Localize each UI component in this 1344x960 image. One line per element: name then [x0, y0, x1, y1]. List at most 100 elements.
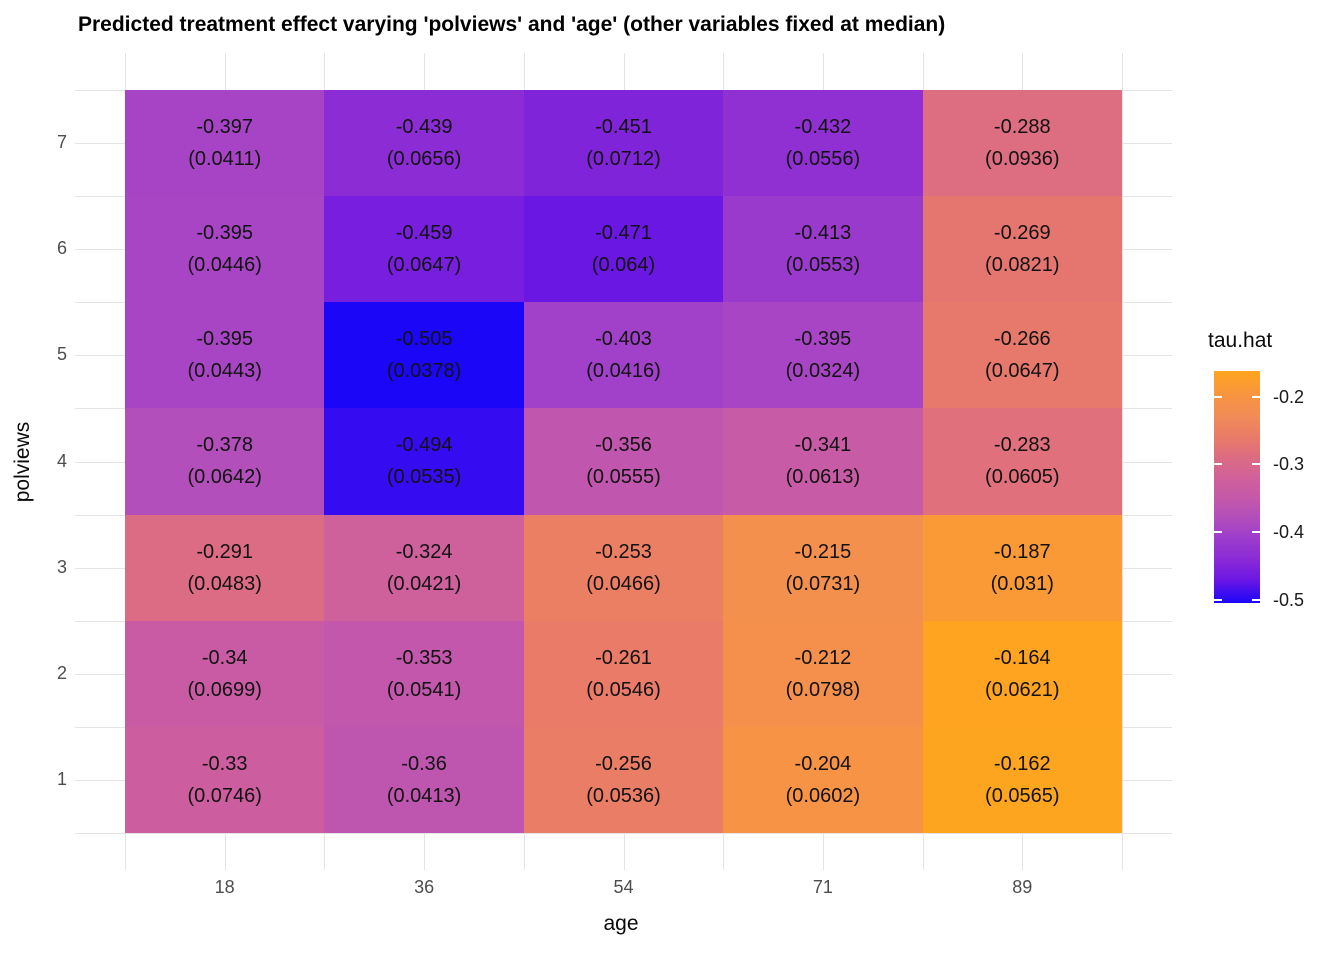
heatmap-cell: -0.34 (0.0699): [125, 620, 325, 727]
cell-estimate: -0.356: [595, 434, 652, 457]
heatmap-cell: -0.451 (0.0712): [523, 90, 724, 197]
cell-estimate: -0.33: [201, 752, 248, 775]
legend-tick-label: -0.5: [1273, 589, 1305, 610]
cell-estimate: -0.341: [794, 434, 852, 457]
legend-tick-mark: [1214, 598, 1222, 601]
legend-title: tau.hat: [1208, 329, 1273, 352]
heatmap-cell: -0.439 (0.0656): [324, 90, 524, 197]
x-tick-label: 89: [1012, 877, 1033, 897]
cell-standard-error: (0.0731): [785, 572, 861, 595]
cell-standard-error: (0.0324): [785, 360, 861, 383]
y-tick-label: 1: [56, 768, 67, 789]
cell-estimate: -0.494: [395, 434, 453, 457]
heatmap-cell: -0.269 (0.0821): [922, 196, 1122, 303]
y-tick-label: 6: [56, 238, 67, 259]
cell-standard-error: (0.0483): [187, 572, 262, 595]
cell-standard-error: (0.0602): [785, 784, 861, 807]
cell-estimate: -0.204: [794, 752, 852, 775]
cell-standard-error: (0.0555): [586, 466, 661, 489]
plot-panel: -0.397 (0.0411) -0.439 (0.0656) -0.451 (0.071…: [75, 53, 1172, 870]
x-tick-label: 18: [214, 877, 235, 897]
heatmap-cell: -0.36 (0.0413): [324, 726, 524, 833]
cell-standard-error: (0.0536): [586, 784, 661, 807]
heatmap-cell: -0.397 (0.0411): [125, 90, 325, 197]
heatmap-tiles: -0.397 (0.0411) -0.439 (0.0656) -0.451 (0.071…: [125, 90, 1122, 833]
cell-estimate: -0.395: [196, 222, 254, 245]
y-tick-label: 2: [56, 662, 67, 683]
heatmap-cell: -0.395 (0.0324): [723, 302, 923, 409]
cell-estimate: -0.397: [196, 116, 254, 139]
heatmap-cell: -0.494 (0.0535): [324, 408, 524, 515]
cell-estimate: -0.505: [395, 328, 453, 351]
legend-tick-mark: [1214, 530, 1222, 533]
legend-tick-mark: [1252, 395, 1260, 398]
heatmap-cell: -0.288 (0.0936): [922, 90, 1122, 197]
heatmap-cell: -0.204 (0.0602): [723, 726, 923, 833]
cell-estimate: -0.403: [595, 328, 652, 351]
cell-estimate: -0.34: [201, 646, 248, 669]
heatmap-cell: -0.471 (0.064): [523, 196, 724, 303]
heatmap-cell: -0.187 (0.031): [922, 514, 1122, 621]
legend-tick-mark: [1252, 530, 1260, 533]
cell-estimate: -0.164: [993, 646, 1051, 669]
heatmap-cell: -0.378 (0.0642): [125, 408, 325, 515]
cell-standard-error: (0.0699): [187, 678, 262, 701]
cell-standard-error: (0.0647): [386, 254, 462, 277]
cell-standard-error: (0.0565): [985, 784, 1060, 807]
cell-standard-error: (0.0821): [985, 254, 1060, 277]
cell-standard-error: (0.0613): [785, 466, 861, 489]
cell-standard-error: (0.0535): [386, 466, 462, 489]
cell-standard-error: (0.0642): [187, 466, 262, 489]
cell-estimate: -0.324: [395, 540, 453, 563]
cell-estimate: -0.291: [196, 540, 254, 563]
y-tick-label: 5: [56, 344, 67, 365]
x-tick-label: 54: [613, 877, 634, 897]
x-tick-label: 71: [812, 877, 833, 897]
cell-standard-error: (0.031): [990, 572, 1054, 595]
cell-estimate: -0.283: [993, 434, 1051, 457]
heatmap-cell: -0.395 (0.0446): [125, 196, 325, 303]
cell-estimate: -0.269: [993, 222, 1051, 245]
cell-estimate: -0.432: [794, 116, 852, 139]
cell-standard-error: (0.0605): [985, 466, 1060, 489]
legend-colorbar: [1214, 371, 1260, 603]
cell-standard-error: (0.0746): [187, 784, 262, 807]
y-tick-label: 3: [56, 556, 67, 577]
y-tick-label: 4: [56, 450, 67, 471]
cell-estimate: -0.413: [794, 222, 852, 245]
legend-tick-mark: [1214, 463, 1222, 466]
cell-standard-error: (0.0556): [785, 148, 861, 171]
legend-tick-label: -0.4: [1273, 521, 1305, 542]
heatmap-cell: -0.256 (0.0536): [523, 726, 724, 833]
cell-standard-error: (0.064): [591, 254, 656, 277]
cell-estimate: -0.187: [993, 540, 1051, 563]
cell-standard-error: (0.0411): [188, 148, 262, 171]
cell-estimate: -0.266: [993, 328, 1051, 351]
legend-tick-mark: [1252, 463, 1260, 466]
heatmap-cell: -0.324 (0.0421): [324, 514, 524, 621]
heatmap-cell: -0.215 (0.0731): [723, 514, 923, 621]
cell-estimate: -0.459: [395, 222, 453, 245]
cell-standard-error: (0.0546): [586, 678, 661, 701]
heatmap-cell: -0.432 (0.0556): [723, 90, 923, 197]
cell-estimate: -0.395: [196, 328, 254, 351]
heatmap-cell: -0.341 (0.0613): [723, 408, 923, 515]
legend-tick-mark: [1214, 395, 1222, 398]
heatmap-cell: -0.266 (0.0647): [922, 302, 1122, 409]
cell-standard-error: (0.0421): [386, 572, 462, 595]
cell-standard-error: (0.0656): [386, 148, 462, 171]
heatmap-cell: -0.395 (0.0443): [125, 302, 325, 409]
cell-estimate: -0.451: [595, 116, 652, 139]
cell-standard-error: (0.0647): [985, 360, 1060, 383]
x-tick-label: 36: [414, 877, 435, 897]
cell-estimate: -0.395: [794, 328, 852, 351]
cell-estimate: -0.212: [794, 646, 852, 669]
heatmap-cell: -0.164 (0.0621): [922, 620, 1122, 727]
cell-estimate: -0.288: [993, 116, 1051, 139]
heatmap-cell: -0.33 (0.0746): [125, 726, 325, 833]
cell-estimate: -0.261: [595, 646, 652, 669]
heatmap-cell: -0.291 (0.0483): [125, 514, 325, 621]
y-tick-label: 7: [56, 132, 67, 153]
y-axis-title: polviews: [11, 421, 34, 502]
